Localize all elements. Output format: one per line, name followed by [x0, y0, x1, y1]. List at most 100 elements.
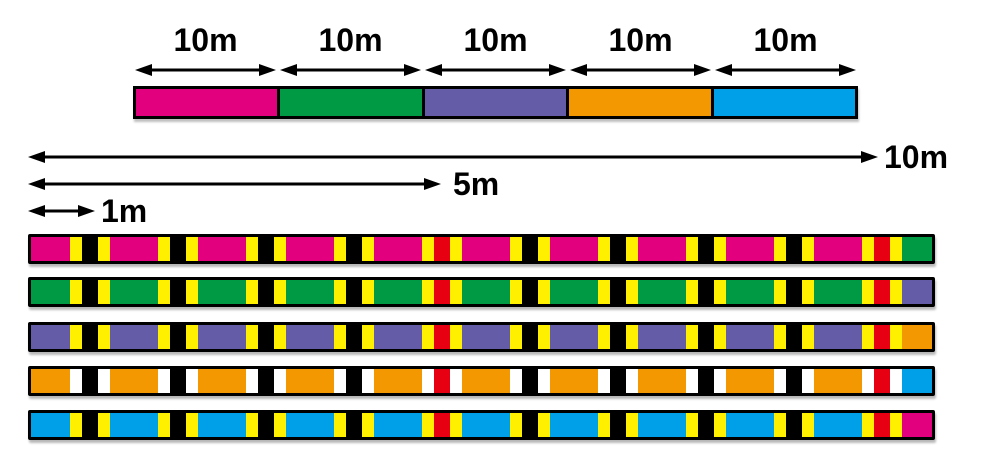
meter-mark-7m-tick-stripe: [598, 413, 610, 437]
meter-mark-3m-tick-stripe: [274, 325, 286, 349]
segment-length-arrow: [280, 64, 421, 76]
meter-mark-4m-tick-stripe: [362, 369, 374, 393]
line-bar-purple: [28, 322, 935, 352]
meter-mark-3m-black-core-stripe: [258, 369, 274, 393]
segment-length-arrow: [715, 64, 856, 76]
meter-mark-7m-tick-stripe: [626, 369, 638, 393]
ruler-segment-magenta: [136, 89, 278, 116]
meter-mark-4m-tick-stripe: [362, 280, 374, 304]
meter-mark-8m-tick-stripe: [714, 237, 726, 261]
arrowhead: [280, 64, 297, 76]
meter-mark-5m-tick-stripe: [450, 280, 462, 304]
meter-mark-1m-tick-stripe: [98, 325, 110, 349]
meter-mark-6m-black-core-stripe: [522, 237, 538, 261]
scale-arrow-1m: [28, 205, 95, 217]
meter-mark-2m-tick-stripe: [186, 413, 198, 437]
meter-mark-2m-tick-stripe: [158, 325, 170, 349]
meter-mark-9m-tick-stripe: [802, 413, 814, 437]
meter-mark-7m-black-core-stripe: [610, 237, 626, 261]
ten-meter-color-bar: [133, 86, 858, 119]
meter-mark-9m-black-core-stripe: [786, 413, 802, 437]
meter-mark-1m-tick-stripe: [70, 325, 82, 349]
meter-mark-9m-tick-stripe: [774, 325, 786, 349]
meter-mark-2m-tick-stripe: [158, 237, 170, 261]
meter-mark-7m-black-core-stripe: [610, 369, 626, 393]
meter-mark-4m-tick-stripe: [362, 325, 374, 349]
meter-mark-9m-black-core-stripe: [786, 280, 802, 304]
meter-mark-1m-black-core-stripe: [82, 237, 98, 261]
meter-mark-3m-black-core-stripe: [258, 280, 274, 304]
meter-mark-6m-black-core-stripe: [522, 413, 538, 437]
arrowhead: [694, 64, 711, 76]
scale-arrow-5m: [28, 178, 441, 190]
meter-mark-5m-tick-stripe: [450, 413, 462, 437]
meter-mark-8m-black-core-stripe: [698, 369, 714, 393]
meter-mark-7m-tick-stripe: [626, 325, 638, 349]
meter-mark-3m-black-core-stripe: [258, 325, 274, 349]
meter-mark-5m-tick-stripe: [422, 369, 434, 393]
meter-mark-2m-tick-stripe: [158, 280, 170, 304]
meter-mark-5m-tick-stripe: [450, 237, 462, 261]
meter-mark-7m-black-core-stripe: [610, 280, 626, 304]
arrowhead: [28, 178, 45, 190]
meter-mark-9m-tick-stripe: [774, 413, 786, 437]
meter-mark-5m-red-core-stripe: [434, 413, 450, 437]
arrowhead: [425, 64, 442, 76]
meter-mark-3m-tick-stripe: [274, 413, 286, 437]
meter-mark-9m-tick-stripe: [802, 280, 814, 304]
segment-length-arrow: [570, 64, 711, 76]
meter-mark-4m-tick-stripe: [334, 325, 346, 349]
meter-mark-10m-tick-stripe: [890, 325, 902, 349]
meter-mark-3m-tick-stripe: [246, 237, 258, 261]
meter-mark-4m-tick-stripe: [362, 237, 374, 261]
meter-mark-8m-black-core-stripe: [698, 325, 714, 349]
meter-mark-8m-tick-stripe: [686, 237, 698, 261]
arrowhead: [28, 205, 45, 217]
meter-mark-4m-black-core-stripe: [346, 325, 362, 349]
meter-mark-4m-black-core-stripe: [346, 237, 362, 261]
meter-mark-7m-tick-stripe: [598, 325, 610, 349]
meter-mark-4m-tick-stripe: [334, 413, 346, 437]
meter-mark-2m-tick-stripe: [158, 369, 170, 393]
scale-label-10m: 10m: [884, 139, 949, 175]
ruler-segment-cyan: [710, 89, 856, 116]
next-color-segment-purple: [902, 280, 932, 304]
meter-mark-6m-tick-stripe: [510, 325, 522, 349]
meter-mark-4m-tick-stripe: [334, 237, 346, 261]
meter-mark-10m-red-core-stripe: [874, 325, 890, 349]
meter-mark-2m-tick-stripe: [186, 369, 198, 393]
meter-mark-1m-black-core-stripe: [82, 280, 98, 304]
meter-mark-6m-tick-stripe: [538, 413, 550, 437]
meter-mark-5m-red-core-stripe: [434, 280, 450, 304]
meter-mark-5m-red-core-stripe: [434, 237, 450, 261]
meter-mark-2m-black-core-stripe: [170, 237, 186, 261]
arrowhead: [135, 64, 152, 76]
meter-mark-5m-tick-stripe: [450, 325, 462, 349]
meter-mark-1m-tick-stripe: [98, 413, 110, 437]
meter-mark-5m-tick-stripe: [422, 413, 434, 437]
meter-mark-5m-tick-stripe: [422, 325, 434, 349]
arrowhead: [570, 64, 587, 76]
meter-mark-10m-tick-stripe: [862, 413, 874, 437]
segment-length-arrow: [135, 64, 276, 76]
meter-mark-1m-tick-stripe: [98, 237, 110, 261]
meter-mark-10m-tick-stripe: [890, 413, 902, 437]
next-color-segment-magenta: [902, 413, 932, 437]
meter-mark-7m-black-core-stripe: [610, 413, 626, 437]
meter-mark-3m-black-core-stripe: [258, 237, 274, 261]
meter-mark-9m-tick-stripe: [774, 280, 786, 304]
meter-mark-9m-tick-stripe: [802, 237, 814, 261]
meter-mark-1m-tick-stripe: [70, 280, 82, 304]
meter-mark-4m-tick-stripe: [334, 280, 346, 304]
meter-mark-6m-black-core-stripe: [522, 369, 538, 393]
meter-mark-6m-tick-stripe: [538, 369, 550, 393]
meter-mark-1m-tick-stripe: [70, 237, 82, 261]
meter-mark-2m-tick-stripe: [186, 237, 198, 261]
line-bar-green: [28, 277, 935, 307]
meter-mark-9m-tick-stripe: [774, 369, 786, 393]
meter-mark-6m-tick-stripe: [510, 280, 522, 304]
meter-mark-5m-tick-stripe: [450, 369, 462, 393]
segment-length-label: 10m: [463, 22, 528, 58]
meter-mark-6m-tick-stripe: [510, 237, 522, 261]
